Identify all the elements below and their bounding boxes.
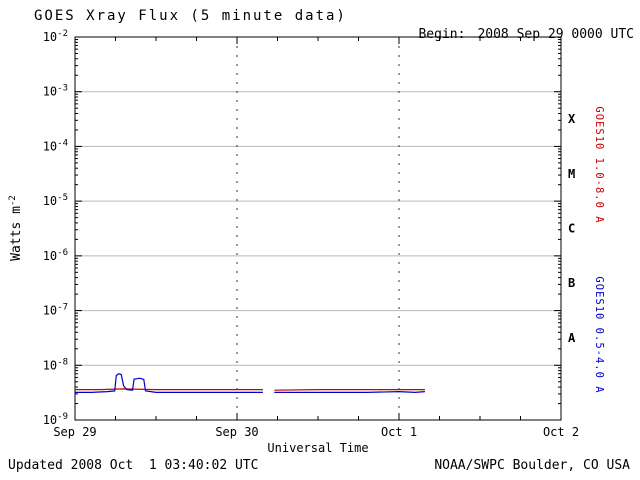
y-tick-label: 10-6 [43, 248, 68, 263]
y-axis-title: Watts m-2 [8, 195, 24, 261]
y-axis-title-exponent: -2 [7, 195, 18, 207]
flare-class-label: M [568, 167, 575, 181]
flare-class-label: C [568, 222, 575, 236]
source-credit: NOAA/SWPC Boulder, CO USA [434, 458, 630, 473]
series-label-short-wavelength: GOES10 0.5-4.0 A [593, 276, 605, 394]
plot-border [74, 36, 562, 421]
x-tick-label: Oct 1 [381, 425, 417, 439]
x-tick-label: Sep 30 [215, 425, 258, 439]
y-tick-label: 10-5 [43, 193, 68, 208]
series-line-0 [75, 388, 263, 391]
y-tick-label: 10-9 [43, 412, 68, 427]
chart-title: GOES Xray Flux (5 minute data) [34, 8, 347, 24]
flare-class-label: B [568, 276, 575, 290]
series-line-1 [274, 390, 425, 394]
begin-value: 2008 Sep 29 0000 UTC [477, 27, 634, 42]
y-axis-title-base: Watts m [9, 206, 25, 261]
y-tick-label: 10-8 [43, 357, 68, 372]
y-tick-label: 10-4 [43, 138, 68, 153]
begin-time: Begin: 2008 Sep 29 0000 UTC [387, 12, 634, 57]
series-label-long-wavelength: GOES10 1.0-8.0 A [593, 106, 605, 224]
x-tick-label: Oct 2 [543, 425, 579, 439]
flare-class-label: X [568, 112, 576, 126]
x-tick-label: Sep 29 [53, 425, 96, 439]
y-tick-label: 10-2 [43, 29, 68, 44]
series-line-0 [274, 389, 425, 391]
y-tick-label: 10-7 [43, 303, 68, 318]
x-axis-title: Universal Time [267, 441, 369, 455]
begin-label: Begin: [418, 27, 466, 42]
y-tick-label: 10-3 [43, 84, 68, 99]
flare-class-label: A [568, 331, 576, 345]
updated-timestamp: Updated 2008 Oct 1 03:40:02 UTC [8, 458, 259, 473]
series-line-1 [75, 373, 263, 393]
